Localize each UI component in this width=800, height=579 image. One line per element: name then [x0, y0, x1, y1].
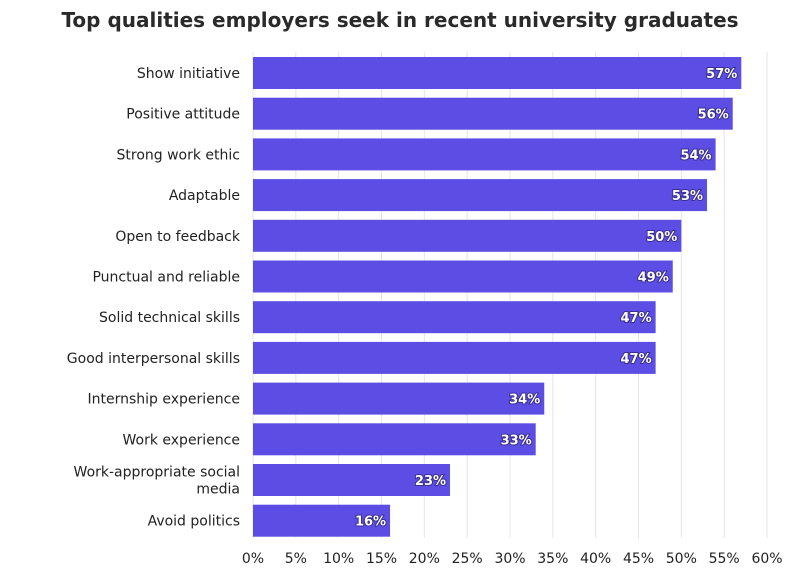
- x-tick-label: 40%: [580, 551, 611, 567]
- gridlines: [252, 52, 768, 538]
- x-tick-label: 25%: [452, 551, 483, 567]
- bar-value-label: 34%: [509, 393, 540, 408]
- bar: [253, 341, 656, 374]
- category-label: Work-appropriate social media: [74, 465, 240, 498]
- bar: [253, 504, 391, 537]
- category-label: Positive attitude: [126, 107, 240, 123]
- bar-value-label: 47%: [621, 352, 652, 367]
- category-labels: Show initiative Positive attitude Strong w…: [67, 66, 241, 530]
- x-tick-label: 15%: [366, 551, 397, 567]
- bar-value-label: 16%: [355, 515, 386, 530]
- category-label: Solid technical skills: [99, 310, 240, 326]
- category-label: Adaptable: [169, 188, 240, 204]
- bar-value-label: 47%: [621, 311, 652, 326]
- x-axis-ticks: 0% 5% 10% 15% 20% 25% 30% 35% 40% 45% 50% 55% 60%: [242, 551, 783, 567]
- category-label: Open to feedback: [115, 229, 241, 245]
- category-label: Punctual and reliable: [92, 270, 240, 286]
- bar: [253, 57, 742, 89]
- bar: [253, 260, 673, 293]
- bar-value-label: 56%: [698, 108, 729, 123]
- bar-value-label: 23%: [415, 474, 446, 489]
- bar-value-label: 54%: [680, 148, 711, 163]
- bar: [253, 464, 451, 496]
- x-tick-label: 0%: [242, 551, 264, 567]
- x-tick-label: 5%: [285, 551, 307, 567]
- x-tick-label: 45%: [623, 551, 654, 567]
- bar-value-label: 33%: [501, 433, 532, 448]
- x-tick-label: 10%: [323, 551, 354, 567]
- category-label: Show initiative: [137, 66, 240, 82]
- x-tick-label: 30%: [494, 551, 525, 567]
- category-label: Good interpersonal skills: [67, 351, 240, 367]
- category-label: Internship experience: [88, 392, 240, 408]
- value-labels: 57% 56% 54% 53% 50% 49% 47% 47% 34% 33% 23% 16%: [354, 66, 738, 531]
- bar: [253, 179, 708, 212]
- chart-title: Top qualities employers seek in recent u…: [61, 8, 739, 32]
- category-label: Strong work ethic: [117, 147, 241, 163]
- bar-value-label: 49%: [638, 271, 669, 286]
- bar: [253, 301, 656, 334]
- bar-value-label: 50%: [646, 230, 677, 245]
- bars: [253, 57, 742, 537]
- x-tick-label: 35%: [537, 551, 568, 567]
- x-tick-label: 20%: [409, 551, 440, 567]
- category-label: Avoid politics: [148, 514, 240, 530]
- bar: [253, 382, 545, 415]
- bar-value-label: 53%: [672, 189, 703, 204]
- x-tick-label: 55%: [709, 551, 740, 567]
- x-tick-label: 50%: [666, 551, 697, 567]
- bar-value-label: 57%: [706, 67, 737, 82]
- bar: [253, 423, 536, 456]
- bar: [253, 97, 733, 130]
- x-tick-label: 60%: [751, 551, 782, 567]
- bar: [253, 219, 682, 252]
- category-label: Work experience: [123, 432, 241, 448]
- bar: [253, 138, 716, 171]
